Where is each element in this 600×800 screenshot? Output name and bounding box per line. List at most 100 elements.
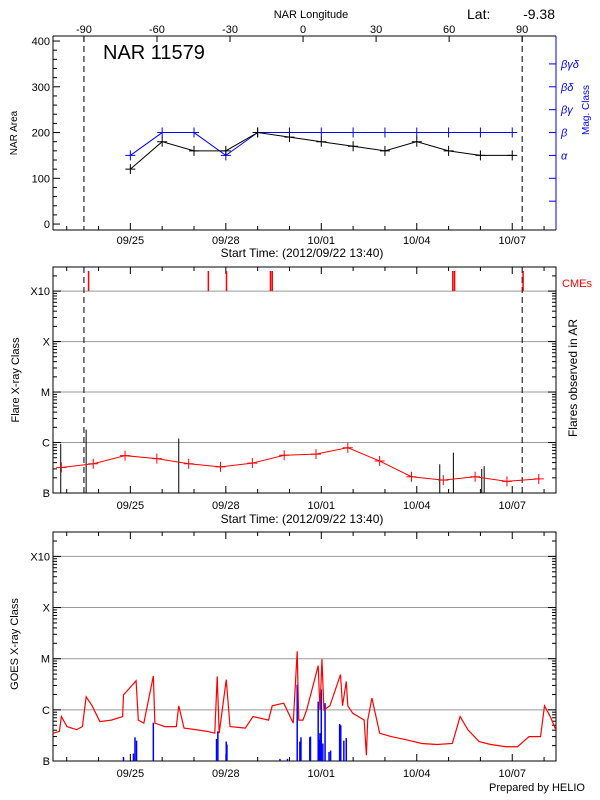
goes-ylabel: GOES X-ray Class [9,598,21,690]
data-marker [348,141,359,152]
flare-class-panel: B C M X X10 09/25 09/28 10/01 10/04 10/07 [30,266,557,512]
data-marker [125,164,136,175]
data-marker [443,127,454,138]
data-marker [220,145,231,156]
y-tick-label: 100 [32,173,50,185]
data-marker [374,456,385,467]
data-marker [348,127,359,138]
data-marker [533,473,544,484]
x-tick-label: 10/01 [308,768,336,780]
y-tick-label: X [43,337,51,349]
x-tick-label: 09/28 [212,768,240,780]
data-marker [310,449,321,460]
data-marker [316,136,327,147]
y-tick-label: B [43,756,50,768]
lon-tick-label: 90 [516,24,528,36]
data-marker [284,132,295,143]
flare-class-ylabel: Flare X-ray Class [10,337,22,422]
top-xlabel: Start Time: (2012/09/22 13:40) [221,246,384,260]
x-tick-label: 09/25 [117,235,145,247]
lon-tick-label: 60 [443,24,455,36]
y-tick-label: C [42,705,50,717]
data-marker [188,127,199,138]
x-tick-label: 10/01 [308,235,336,247]
top-axis-title: NAR Longitude [274,9,349,21]
nar-area-ylabel: NAR Area [9,110,20,155]
lon-tick-label: -30 [222,24,238,36]
data-marker [379,127,390,138]
data-marker [188,145,199,156]
y-tick-label: X10 [30,551,50,563]
data-marker [247,458,258,469]
lat-label: Lat: [467,6,490,22]
data-marker [157,127,168,138]
data-marker [183,458,194,469]
y-tick-label: M [41,387,50,399]
cme-label: CMEs [562,278,592,290]
data-marker [342,442,353,453]
flare-class-line [61,447,539,482]
data-marker [507,127,518,138]
data-marker [475,150,486,161]
x-tick-label: 10/07 [498,500,526,512]
mag-class-ylabel: Mag. Class [581,85,592,135]
x-tick-label: 09/28 [212,235,240,247]
x-tick-label: 10/04 [403,235,431,247]
flares-observed-ylabel: Flares observed in AR [566,319,580,437]
region-title: NAR 11579 [103,42,205,64]
lat-value: -9.38 [523,6,555,22]
data-marker [56,462,67,473]
plot-frame [52,266,557,494]
nar-area-panel: 0 100 200 300 400 αβ βγ βδ βγδ -90 -60 -30 0 30 60 90 09… [32,24,580,247]
data-marker [316,127,327,138]
data-marker [151,453,162,464]
y2-tick-label: βγδ [560,59,580,71]
lon-tick-label: -90 [76,24,92,36]
y-tick-label: X [43,603,51,615]
lon-tick-label: 0 [300,24,306,36]
x-tick-label: 09/25 [117,500,145,512]
data-marker [406,471,417,482]
y-tick-label: 0 [44,219,50,231]
y-tick-label: 200 [32,128,50,140]
data-marker [411,136,422,147]
y2-tick-label: βδ [560,82,574,94]
y2-tick-label: β [560,128,568,140]
middle-xlabel: Start Time: (2012/09/22 13:40) [221,512,384,526]
data-marker [252,127,263,138]
y-tick-label: C [42,438,50,450]
x-tick-label: 09/28 [212,500,240,512]
y-tick-label: B [43,488,50,500]
x-tick-label: 10/07 [498,235,526,247]
data-marker [125,150,136,161]
x-tick-label: 10/07 [498,768,526,780]
plot-frame [52,531,557,762]
goes-flux-line [52,651,557,756]
lon-tick-label: 30 [370,24,382,36]
footer-credit: Prepared by HELIO [489,782,585,794]
data-marker [443,145,454,156]
y2-tick-label: βγ [560,105,574,117]
data-marker [475,127,486,138]
lon-tick-label: -60 [149,24,165,36]
goes-xray-panel: B C M X X10 09/25 09/28 10/01 10/04 10/07 [30,531,557,780]
y2-tick-label: α [561,150,568,162]
x-tick-label: 09/25 [117,768,145,780]
y-tick-label: 400 [32,36,50,48]
data-marker [279,450,290,461]
data-marker [438,475,449,486]
y-tick-label: X10 [30,286,50,298]
data-marker [120,450,131,461]
x-tick-label: 10/01 [308,500,336,512]
data-marker [215,461,226,472]
data-marker [507,150,518,161]
data-marker [470,471,481,482]
x-tick-label: 10/04 [403,500,431,512]
y-tick-label: M [41,654,50,666]
x-tick-label: 10/04 [403,768,431,780]
data-marker [411,127,422,138]
y-tick-label: 300 [32,82,50,94]
data-marker [157,136,168,147]
data-marker [501,476,512,487]
